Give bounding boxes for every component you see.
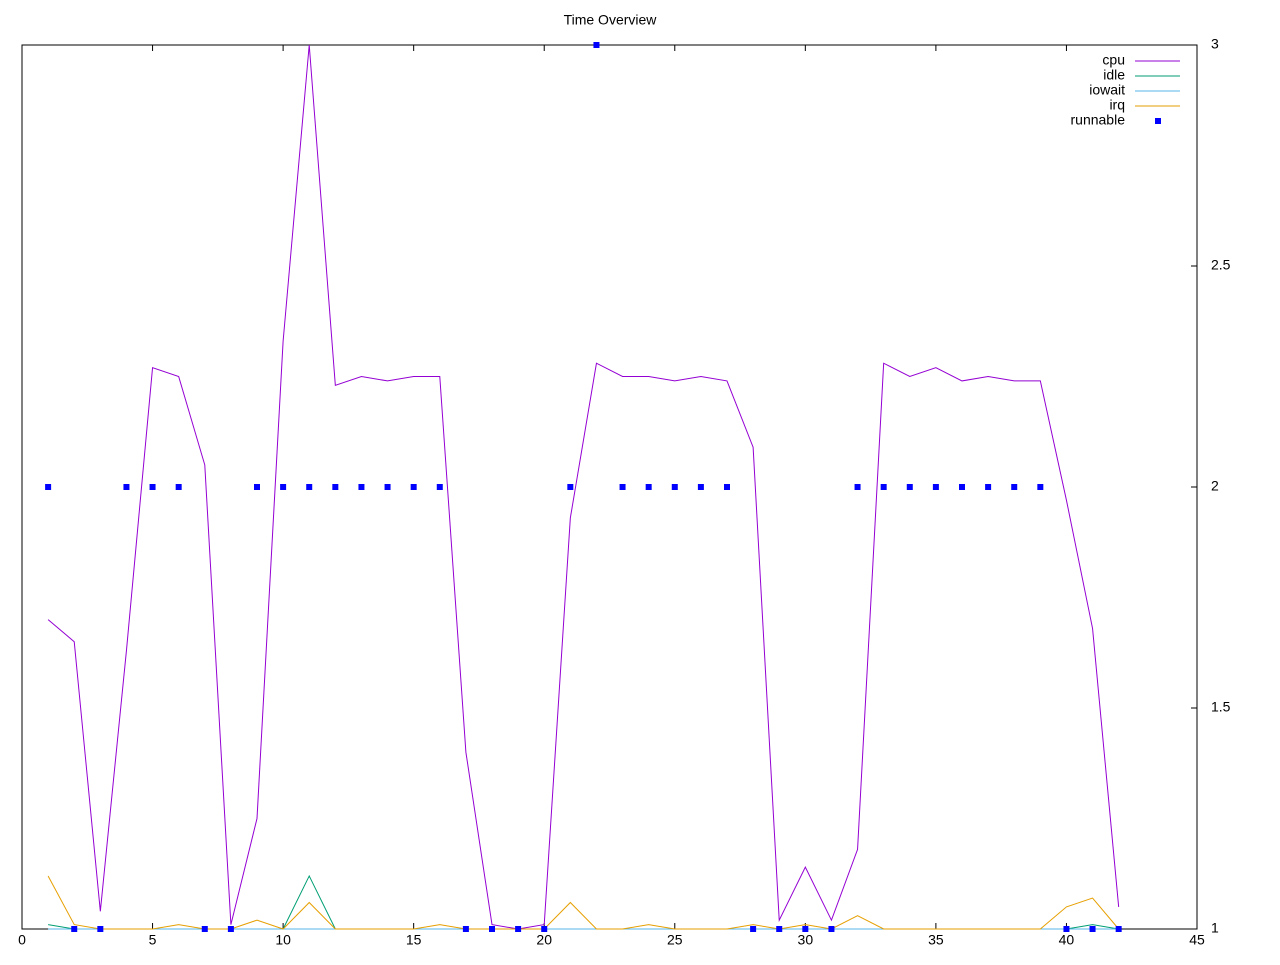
- legend-label: cpu: [1102, 52, 1125, 68]
- x-tick-label: 25: [667, 932, 683, 948]
- point: [97, 926, 104, 932]
- point: [567, 484, 574, 490]
- y-tick-label: 1: [1211, 920, 1219, 936]
- point: [123, 484, 130, 490]
- point: [436, 484, 443, 490]
- point: [149, 484, 156, 490]
- y-tick-label: 2.5: [1211, 257, 1231, 273]
- line: [47, 875, 1120, 930]
- point: [776, 926, 783, 932]
- legend-label: runnable: [1071, 112, 1126, 128]
- point: [71, 926, 78, 932]
- point: [697, 484, 704, 490]
- point: [985, 484, 992, 490]
- point: [358, 484, 365, 490]
- line: [47, 44, 1120, 930]
- x-tick-label: 0: [18, 932, 26, 948]
- point: [906, 484, 913, 490]
- point: [515, 926, 522, 932]
- point: [1115, 926, 1122, 932]
- point: [828, 926, 835, 932]
- y-tick-label: 1.5: [1211, 699, 1231, 715]
- point: [201, 926, 208, 932]
- point: [959, 484, 965, 490]
- point: [750, 926, 757, 932]
- point: [410, 484, 417, 490]
- line: [48, 874, 1119, 930]
- x-tick-label: 30: [798, 932, 814, 948]
- point: [462, 926, 469, 932]
- point: [724, 484, 730, 490]
- point: [619, 484, 626, 490]
- x-tick-label: 15: [406, 932, 422, 948]
- point: [45, 484, 52, 490]
- point: [384, 484, 391, 490]
- point: [280, 484, 287, 490]
- point: [671, 484, 678, 490]
- x-tick-label: 35: [928, 932, 944, 948]
- y-tick-label: 3: [1211, 36, 1219, 52]
- point: [1089, 926, 1096, 932]
- point: [1011, 484, 1018, 490]
- x-tick-label: 40: [1059, 932, 1075, 948]
- legend-marker: [1155, 118, 1161, 124]
- x-tick-label: 45: [1189, 932, 1205, 948]
- legend-label: iowait: [1089, 82, 1125, 98]
- point: [175, 484, 182, 490]
- legend-label: irq: [1109, 97, 1125, 113]
- point: [254, 484, 260, 490]
- point: [541, 926, 548, 932]
- point: [1037, 484, 1044, 490]
- legend-label: idle: [1103, 67, 1125, 83]
- x-tick-label: 20: [536, 932, 552, 948]
- plot-border: [21, 44, 1198, 930]
- x-tick-label: 10: [275, 932, 291, 948]
- point: [880, 484, 887, 490]
- point: [489, 926, 495, 932]
- point: [306, 484, 313, 490]
- y-tick-label: 2: [1211, 478, 1219, 494]
- point: [593, 42, 600, 48]
- point: [802, 926, 809, 932]
- x-tick-label: 5: [149, 932, 157, 948]
- point: [332, 484, 339, 490]
- point: [227, 926, 234, 932]
- point: [932, 484, 939, 490]
- chart-title: Time Overview: [564, 12, 658, 28]
- point: [854, 484, 861, 490]
- point: [645, 484, 652, 490]
- point: [1063, 926, 1070, 932]
